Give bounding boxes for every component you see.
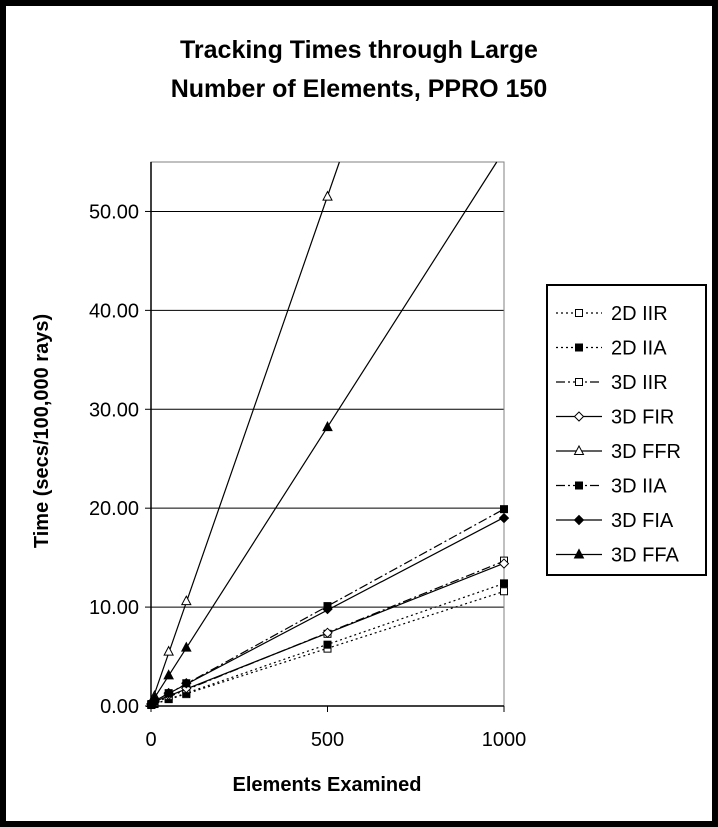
legend-label: 3D FFA (611, 545, 679, 567)
legend-label: 3D FIR (611, 407, 674, 429)
data-point (322, 421, 333, 432)
legend-marker (573, 548, 585, 559)
y-tick-label: 20.00 (89, 498, 139, 520)
series-line (150, 508, 505, 704)
y-tick-label: 30.00 (89, 399, 139, 421)
legend-marker (573, 444, 585, 455)
legend-box (546, 284, 707, 576)
legend-marker (573, 411, 585, 422)
x-tick-labels: 0 500 1000 (145, 729, 526, 751)
data-point (322, 603, 333, 615)
y-axis-title: Time (secs/100,000 rays) (31, 314, 53, 548)
legend-entry: 3D IIR (556, 372, 668, 394)
legend-marker (575, 343, 583, 352)
data-point (149, 692, 160, 703)
legend-entry: 3D IIA (556, 476, 667, 498)
x-axis-title: Elements Examined (233, 774, 422, 796)
data-point (181, 678, 192, 689)
y-tick-label: 40.00 (89, 300, 139, 322)
y-tick-label: 50.00 (89, 201, 139, 223)
legend-entry: 3D FIR (556, 407, 674, 429)
data-point (180, 595, 192, 606)
legend-label: 3D IIA (611, 476, 667, 498)
legend-marker (575, 481, 583, 490)
y-tick-label: 0.00 (100, 696, 139, 718)
x-tick-label: 500 (311, 729, 344, 751)
x-tick-label: 1000 (482, 729, 527, 751)
series-3d-ffr (146, 161, 340, 708)
series-line (150, 161, 340, 705)
legend-entry: 3D FFA (556, 545, 679, 567)
data-point (163, 687, 174, 699)
axes (145, 162, 505, 712)
legend-entry: 2D IIA (556, 338, 667, 360)
legend-label: 3D FFR (611, 441, 681, 463)
data-point (322, 627, 333, 639)
chart-title-line-2: Number of Elements, PPRO 150 (171, 75, 548, 103)
legend-label: 3D FIA (611, 510, 674, 532)
series-layer (146, 161, 510, 710)
series-line (150, 161, 498, 704)
data-point (500, 505, 508, 514)
data-point (498, 558, 510, 569)
data-point (180, 641, 192, 652)
legend-label: 2D IIR (611, 303, 668, 325)
legend-marker (575, 378, 583, 386)
data-point (323, 640, 332, 649)
legend-marker (575, 309, 583, 317)
gridlines (151, 210, 504, 608)
data-point (163, 669, 174, 680)
data-point (498, 512, 510, 524)
legend: 2D IIR 2D IIA 3D IIR 3D FIR 3D FFR 3D IIA 3D F… (546, 284, 707, 576)
x-tick-label: 0 (145, 729, 156, 751)
legend-entry: 2D IIR (556, 303, 668, 325)
data-point (163, 645, 174, 656)
legend-entry: 3D FFR (556, 441, 681, 463)
data-point (500, 579, 508, 588)
plot-area (150, 161, 505, 707)
series-3d-ffa (146, 161, 498, 708)
series-2d-iia (147, 579, 508, 710)
y-tick-labels: 0.00 10.00 20.00 30.00 40.00 50.00 (89, 201, 139, 718)
data-point (322, 190, 333, 201)
y-tick-label: 10.00 (89, 597, 139, 619)
chart-title-line-1: Tracking Times through Large (180, 36, 538, 64)
legend-entry: 3D FIA (556, 510, 674, 532)
series-3d-fia (146, 512, 510, 710)
legend-marker (573, 514, 585, 526)
data-point (500, 587, 508, 596)
legend-label: 2D IIA (611, 338, 667, 360)
legend-label: 3D IIR (611, 372, 668, 394)
